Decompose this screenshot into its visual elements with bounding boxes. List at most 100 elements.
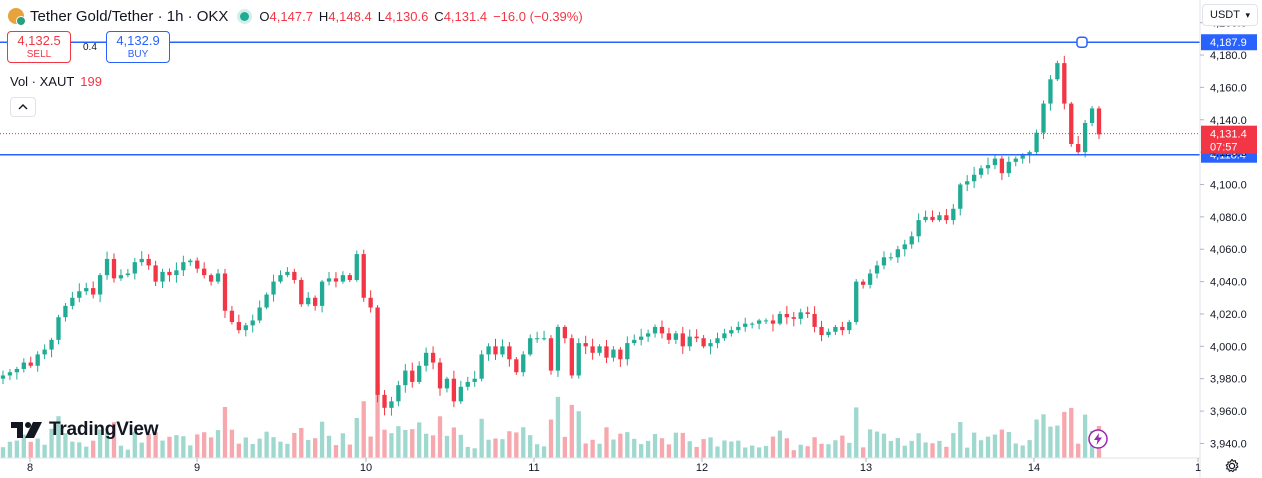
time-tick-label: 13 [860, 462, 872, 474]
volume-bar [188, 445, 193, 458]
candle-body [285, 271, 290, 276]
candle-body [167, 271, 172, 276]
candle-body [874, 265, 880, 274]
volume-bar [840, 435, 845, 458]
chevron-down-icon: ▾ [1245, 10, 1250, 20]
volume-bar [534, 444, 540, 458]
candle-body [652, 326, 658, 334]
sell-button[interactable]: 4,132.5 SELL [7, 31, 71, 63]
volume-bar [909, 440, 914, 458]
candle-body [313, 297, 318, 306]
candle-body [250, 320, 255, 326]
candle-body [430, 352, 436, 363]
price-tick-label: 4,140.0 [1210, 115, 1247, 127]
last-price-label: 4,131.4 [1210, 129, 1247, 141]
change-value: −16.0 (−0.39%) [493, 8, 583, 24]
candle-body [611, 349, 616, 358]
volume-bar [770, 436, 776, 458]
volume-bar [306, 439, 311, 458]
volume-bar [125, 449, 131, 458]
volume-bar [590, 439, 595, 458]
volume-bar [881, 433, 887, 458]
volume-bar [992, 434, 998, 458]
volume-bar [1027, 440, 1032, 458]
volume-bar [340, 433, 346, 458]
candle-body [909, 236, 914, 245]
volume-bar [1055, 425, 1060, 458]
volume-bar [278, 441, 283, 458]
volume-bar [229, 429, 235, 458]
candle-body [215, 273, 221, 282]
volume-bar [930, 443, 935, 458]
candle-body [340, 275, 346, 282]
candle-body [861, 281, 866, 285]
candle-body [722, 333, 727, 339]
volume-bar [104, 432, 110, 458]
candle-body [694, 336, 699, 339]
gear-icon[interactable] [1224, 458, 1240, 474]
candle-body [992, 158, 998, 166]
volume-bar [56, 416, 61, 458]
volume-bar [1062, 411, 1067, 458]
volume-bar [417, 422, 422, 458]
candle-body [84, 288, 89, 292]
candle-body [479, 354, 484, 379]
candle-body [1048, 79, 1053, 104]
candle-body [139, 258, 144, 263]
volume-bar [569, 404, 574, 458]
candle-body [181, 262, 186, 271]
lightning-icon[interactable] [1088, 429, 1108, 449]
spread-value: 0.4 [83, 42, 97, 53]
candle-body [257, 307, 262, 321]
candle-body [118, 275, 124, 279]
chart-header: Tether Gold/Tether · 1h · OKX O 4,147.7 H… [8, 6, 583, 26]
tether-gold-icon [8, 8, 26, 26]
time-axis[interactable]: 8 9 10 11 12 13 14 1 [0, 457, 1201, 474]
candle-body [1096, 108, 1102, 135]
price-tick-label: 4,060.0 [1210, 244, 1247, 256]
candle-body [639, 336, 644, 340]
candle-body [465, 381, 470, 387]
volume-bar [583, 443, 588, 458]
candle-body [951, 208, 956, 221]
volume-bar [458, 434, 463, 458]
volume-bar [902, 445, 907, 458]
volume-bar [729, 441, 734, 458]
candle-body [645, 333, 651, 337]
volume-bar [139, 442, 144, 458]
candle-body [264, 294, 269, 308]
candle-body [160, 271, 165, 282]
volume-bar [479, 418, 484, 458]
market-open-dot-icon [240, 11, 250, 21]
candle-body [1034, 132, 1039, 153]
candle-body [97, 275, 103, 295]
volume-bar [958, 421, 963, 458]
candle-body [583, 343, 588, 347]
candle-body [1006, 161, 1011, 174]
candle-body [299, 279, 304, 305]
symbol-title[interactable]: Tether Gold/Tether · 1h · OKX [30, 7, 229, 25]
volume-bar [708, 437, 713, 458]
candle-body [1055, 63, 1060, 80]
horizontal-lines[interactable]: 4,187.94,118.4 [0, 34, 1257, 163]
candle-body [937, 215, 942, 221]
buy-label: BUY [127, 49, 149, 60]
tradingview-logo[interactable]: TradingView [11, 419, 159, 441]
candle-body [472, 378, 477, 382]
candle-body [763, 320, 769, 322]
price-axis[interactable]: 4,200.04,180.04,160.04,140.04,120.04,100… [1199, 0, 1247, 478]
volume-bar [174, 435, 179, 458]
volume-bar [514, 432, 519, 458]
volume-legend[interactable]: Vol · XAUT 199 [10, 74, 102, 89]
currency-select[interactable]: USDT ▾ [1202, 4, 1258, 26]
collapse-legend-button[interactable] [10, 97, 36, 117]
candle-body [729, 330, 734, 334]
buy-button[interactable]: 4,132.9 BUY [106, 31, 170, 63]
volume-bar [472, 448, 477, 458]
volume-bar [91, 440, 96, 458]
volume-bar [202, 432, 207, 458]
candle-body [423, 352, 429, 366]
horizontal-line-label-bg [1201, 34, 1257, 51]
candle-body [708, 343, 713, 347]
